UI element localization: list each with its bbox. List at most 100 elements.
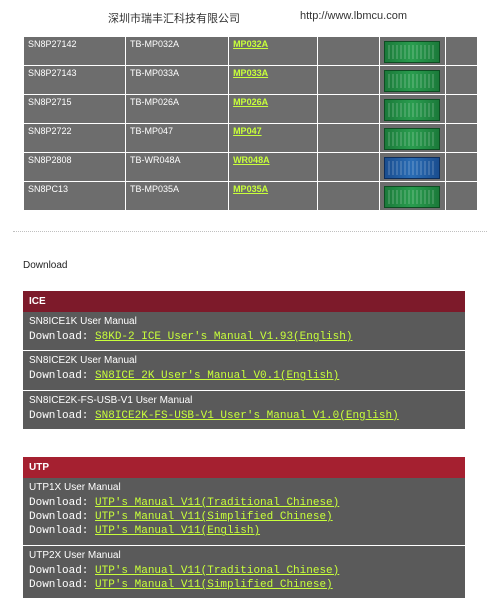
utp-section: UTP UTP1X User Manual Download: UTP's Man… [23, 457, 465, 598]
item-title: SN8ICE2K-FS-USB-V1 User Manual [29, 395, 459, 406]
download-line: Download: UTP's Manual V11(Traditional C… [29, 496, 459, 510]
link-cell: MP035A [229, 182, 317, 210]
ice-section-body: SN8ICE1K User Manual Download: S8KD-2 ICE… [23, 312, 465, 429]
item-title: UTP2X User Manual [29, 550, 459, 561]
spacer-cell [318, 182, 379, 210]
utp-section-header: UTP [23, 457, 465, 478]
part-number: SN8PC13 [24, 182, 125, 210]
board-name: TB-MP047 [126, 124, 228, 152]
download-prefix: Download: [29, 525, 95, 537]
pcb-image [384, 157, 440, 179]
company-name: 深圳市瑞丰汇科技有限公司 [108, 10, 240, 26]
pcb-image-cell [380, 182, 445, 210]
section-item: SN8ICE2K-FS-USB-V1 User Manual Download: … [23, 391, 465, 429]
download-prefix: Download: [29, 579, 95, 591]
pcb-image-cell [380, 124, 445, 152]
download-line: Download: S8KD-2 ICE User's Manual V1.93… [29, 330, 459, 344]
download-prefix: Download: [29, 331, 95, 343]
product-link[interactable]: MP032A [233, 39, 268, 49]
table-row: SN8P2715TB-MP026A MP026A [24, 95, 477, 123]
download-heading: Download [23, 260, 500, 271]
download-link[interactable]: UTP's Manual V11(Simplified Chinese) [95, 579, 333, 591]
section-item: UTP1X User Manual Download: UTP's Manual … [23, 478, 465, 546]
table-row: SN8P27142TB-MP032A MP032A [24, 37, 477, 65]
download-link[interactable]: S8KD-2 ICE User's Manual V1.93(English) [95, 331, 352, 343]
download-link[interactable]: SN8ICE2K-FS-USB-V1 User's Manual V1.0(En… [95, 410, 399, 422]
trailing-cell [446, 182, 477, 210]
download-link[interactable]: UTP's Manual V11(Traditional Chinese) [95, 565, 339, 577]
link-cell: MP026A [229, 95, 317, 123]
board-name: TB-MP032A [126, 37, 228, 65]
download-line: Download: SN8ICE2K-FS-USB-V1 User's Manu… [29, 409, 459, 423]
link-cell: MP033A [229, 66, 317, 94]
trailing-cell [446, 153, 477, 181]
download-line: Download: UTP's Manual V11(Simplified Ch… [29, 510, 459, 524]
section-item: SN8ICE1K User Manual Download: S8KD-2 ICE… [23, 312, 465, 351]
download-line: Download: UTP's Manual V11(Simplified Ch… [29, 578, 459, 592]
part-number: SN8P27143 [24, 66, 125, 94]
part-number: SN8P2722 [24, 124, 125, 152]
product-table-body: SN8P27142TB-MP032AMP032ASN8P27143TB-MP03… [24, 37, 477, 210]
section-item: UTP2X User Manual Download: UTP's Manual … [23, 546, 465, 598]
part-number: SN8P2715 [24, 95, 125, 123]
divider [13, 231, 487, 232]
spacer-cell [318, 124, 379, 152]
board-name: TB-MP033A [126, 66, 228, 94]
download-link[interactable]: UTP's Manual V11(English) [95, 525, 260, 537]
spacer-cell [318, 66, 379, 94]
pcb-image-cell [380, 66, 445, 94]
pcb-image [384, 128, 440, 150]
ice-section-header: ICE [23, 291, 465, 312]
board-name: TB-WR048A [126, 153, 228, 181]
product-link[interactable]: MP033A [233, 68, 268, 78]
download-prefix: Download: [29, 565, 95, 577]
trailing-cell [446, 95, 477, 123]
item-title: UTP1X User Manual [29, 482, 459, 493]
table-row: SN8P2722TB-MP047 MP047 [24, 124, 477, 152]
download-prefix: Download: [29, 370, 95, 382]
page-header: 深圳市瑞丰汇科技有限公司 http://www.lbmcu.com [0, 0, 500, 36]
board-name: TB-MP026A [126, 95, 228, 123]
section-item: SN8ICE2K User Manual Download: SN8ICE 2K … [23, 351, 465, 390]
link-cell: WR048A [229, 153, 317, 181]
table-row: SN8P27143TB-MP033A MP033A [24, 66, 477, 94]
spacer-cell [318, 37, 379, 65]
utp-section-body: UTP1X User Manual Download: UTP's Manual … [23, 478, 465, 598]
pcb-image-cell [380, 37, 445, 65]
download-line: Download: UTP's Manual V11(English) [29, 524, 459, 538]
table-row: SN8PC13TB-MP035A MP035A [24, 182, 477, 210]
trailing-cell [446, 66, 477, 94]
pcb-image [384, 70, 440, 92]
spacer-cell [318, 153, 379, 181]
table-row: SN8P2808TB-WR048A WR048A [24, 153, 477, 181]
pcb-image [384, 186, 440, 208]
part-number: SN8P27142 [24, 37, 125, 65]
site-url: http://www.lbmcu.com [300, 10, 407, 26]
pcb-image-cell [380, 153, 445, 181]
board-name: TB-MP035A [126, 182, 228, 210]
pcb-image-cell [380, 95, 445, 123]
pcb-image [384, 99, 440, 121]
part-number: SN8P2808 [24, 153, 125, 181]
item-title: SN8ICE2K User Manual [29, 355, 459, 366]
download-prefix: Download: [29, 511, 95, 523]
download-link[interactable]: UTP's Manual V11(Simplified Chinese) [95, 511, 333, 523]
product-link[interactable]: MP035A [233, 184, 268, 194]
download-prefix: Download: [29, 410, 95, 422]
trailing-cell [446, 37, 477, 65]
download-link[interactable]: UTP's Manual V11(Traditional Chinese) [95, 497, 339, 509]
download-prefix: Download: [29, 497, 95, 509]
product-link[interactable]: WR048A [233, 155, 270, 165]
link-cell: MP047 [229, 124, 317, 152]
product-link[interactable]: MP026A [233, 97, 268, 107]
item-title: SN8ICE1K User Manual [29, 316, 459, 327]
pcb-image [384, 41, 440, 63]
product-table: SN8P27142TB-MP032AMP032ASN8P27143TB-MP03… [23, 36, 478, 211]
download-link[interactable]: SN8ICE 2K User's Manual V0.1(English) [95, 370, 339, 382]
spacer-cell [318, 95, 379, 123]
link-cell: MP032A [229, 37, 317, 65]
trailing-cell [446, 124, 477, 152]
product-link[interactable]: MP047 [233, 126, 262, 136]
ice-section: ICE SN8ICE1K User Manual Download: S8KD-2… [23, 291, 465, 429]
download-line: Download: SN8ICE 2K User's Manual V0.1(E… [29, 369, 459, 383]
